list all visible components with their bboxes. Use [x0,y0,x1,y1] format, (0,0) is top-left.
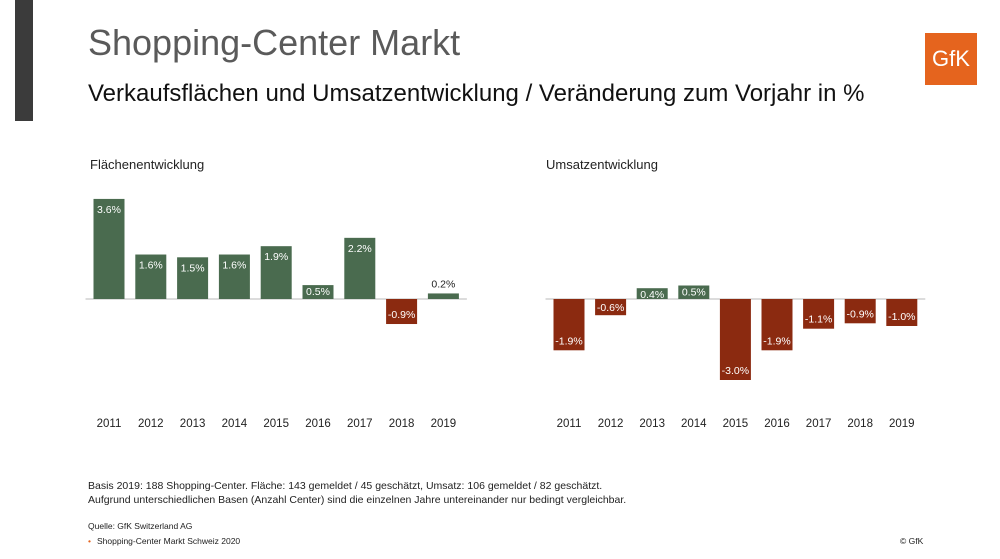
flaechen-tick-label-2017: 2017 [347,418,373,430]
umsatz-bar-2011 [553,299,585,351]
umsatz-bar-2016 [761,299,793,351]
footnotes: Basis 2019: 188 Shopping-Center. Fläche:… [88,479,626,507]
umsatz-tick-label-2015: 2015 [723,418,749,430]
chart-umsatzentwicklung: -1.9% 2011 -0.6% 2012 0.4% 2013 0.5% 2014 -3.0% 2… [545,285,926,430]
flaechen-bar-2019 [427,293,459,299]
flaechen-bar-2018 [386,299,418,325]
umsatz-tick-label-2012: 2012 [598,418,624,430]
flaechen-tick-label-2016: 2016 [305,418,331,430]
flaechen-data-label-2015: 1.9% [264,251,288,263]
footnote-basis: Basis 2019: 188 Shopping-Center. Fläche:… [88,480,603,492]
umsatz-bar-2018 [844,299,876,324]
flaechen-tick-label-2018: 2018 [389,418,415,430]
flaechen-data-label-2013: 1.5% [181,262,205,274]
umsatz-data-label-2019: -1.0% [888,311,915,323]
chart-title-flaechen: Flächenentwicklung [90,157,205,172]
source-item-label: Shopping-Center Markt Schweiz 2020 [96,536,241,546]
umsatz-data-label-2012: -0.6% [597,302,624,314]
flaechen-bar-2015 [260,246,292,299]
umsatz-data-label-2015: -3.0% [722,365,749,377]
umsatz-data-label-2014: 0.5% [682,287,706,299]
umsatz-bar-2012 [595,299,627,316]
chart-flaechenentwicklung: 3.6% 2011 1.6% 2012 1.5% 2013 1.6% 2014 1.9% 2015… [85,198,467,430]
flaechen-tick-label-2011: 2011 [97,418,122,430]
flaechen-data-label-2017: 2.2% [348,243,372,255]
gfk-logo: GfK [925,33,977,85]
source-item: • Shopping-Center Markt Schweiz 2020 [88,536,240,546]
umsatz-tick-label-2016: 2016 [764,418,790,430]
flaechen-bar-2014 [218,254,250,299]
umsatz-bar-2014 [678,285,710,299]
flaechen-data-label-2012: 1.6% [139,260,163,272]
flaechen-tick-label-2015: 2015 [263,418,289,430]
umsatz-data-label-2016: -1.9% [763,335,790,347]
flaechen-tick-label-2014: 2014 [222,418,248,430]
flaechen-data-label-2018: -0.9% [388,309,415,321]
page-subtitle: Verkaufsflächen und Umsatzentwicklung / … [88,80,865,107]
umsatz-data-label-2017: -1.1% [805,314,832,326]
copyright: © GfK [900,536,924,546]
flaechen-tick-label-2013: 2013 [180,418,206,430]
flaechen-data-label-2019: 0.2% [431,278,455,290]
flaechen-tick-label-2019: 2019 [431,418,457,430]
flaechen-bar-2017 [344,237,376,299]
page-title: Shopping-Center Markt [88,22,461,63]
flaechen-data-label-2011: 3.6% [97,204,121,216]
footnote-vergleich: Aufgrund unterschiedlichen Basen (Anzahl… [88,494,627,506]
flaechen-bar-2011 [93,198,125,299]
umsatz-tick-label-2011: 2011 [557,418,582,430]
chart-title-umsatz: Umsatzentwicklung [546,157,658,172]
umsatz-tick-label-2018: 2018 [847,418,873,430]
umsatz-bar-2017 [803,299,835,329]
umsatz-tick-label-2017: 2017 [806,418,832,430]
bullet-icon: • [88,536,91,546]
umsatz-bar-2015 [719,299,751,380]
side-accent-bar [15,0,33,121]
flaechen-bar-2012 [135,254,167,299]
flaechen-tick-label-2012: 2012 [138,418,164,430]
umsatz-bar-2013 [636,288,668,299]
flaechen-bar-2016 [302,285,334,299]
umsatz-tick-label-2013: 2013 [639,418,665,430]
umsatz-bar-2019 [886,299,918,326]
source-text: Quelle: GfK Switzerland AG [88,521,193,531]
umsatz-data-label-2018: -0.9% [846,308,873,320]
umsatz-tick-label-2014: 2014 [681,418,707,430]
umsatz-data-label-2013: 0.4% [640,289,664,301]
umsatz-tick-label-2019: 2019 [889,418,915,430]
flaechen-data-label-2014: 1.6% [222,260,246,272]
flaechen-bar-2013 [177,257,209,299]
umsatz-data-label-2011: -1.9% [555,335,582,347]
flaechen-data-label-2016: 0.5% [306,286,330,298]
